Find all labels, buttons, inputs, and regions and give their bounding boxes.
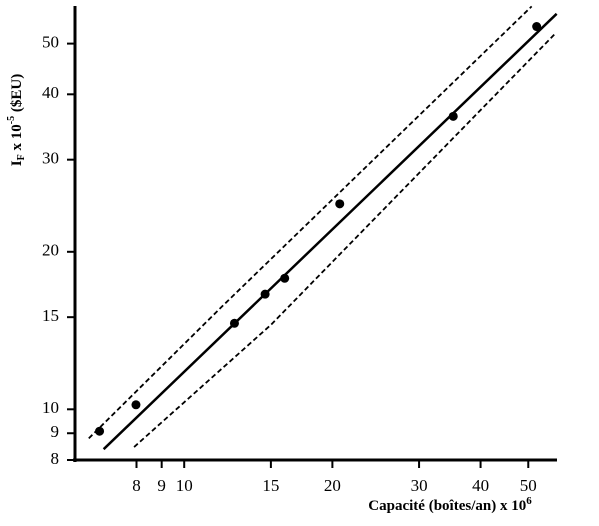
y-tick-label: 30: [42, 149, 59, 168]
data-point: [280, 273, 290, 283]
x-tick-label: 50: [520, 476, 537, 495]
data-point: [532, 22, 542, 32]
data-point: [95, 426, 105, 436]
data-point: [335, 199, 345, 209]
y-tick-label: 20: [42, 241, 59, 260]
x-tick-label: 9: [157, 476, 166, 495]
x-tick-label: 8: [132, 476, 141, 495]
y-tick-label: 15: [42, 306, 59, 325]
x-tick-label: 15: [262, 476, 279, 495]
x-tick-label: 10: [176, 476, 193, 495]
fit-line: [133, 31, 557, 448]
data-point: [260, 289, 270, 299]
x-axis-label: Capacité (boîtes/an) x 106: [368, 495, 532, 515]
x-tick-label: 40: [472, 476, 489, 495]
fit-line: [102, 12, 558, 451]
y-tick-label: 10: [42, 398, 59, 417]
x-tick-label: 20: [324, 476, 341, 495]
y-tick-label: 40: [42, 83, 59, 102]
y-tick-label: 8: [51, 449, 60, 468]
x-tick-label: 30: [411, 476, 428, 495]
y-axis-label: IF x 10-5 ($EU): [6, 74, 27, 166]
fit-line: [88, 5, 533, 439]
y-tick-label: 9: [51, 422, 60, 441]
data-point: [229, 318, 239, 328]
data-point: [131, 400, 141, 410]
y-tick-label: 50: [42, 33, 59, 52]
data-point: [448, 111, 458, 121]
